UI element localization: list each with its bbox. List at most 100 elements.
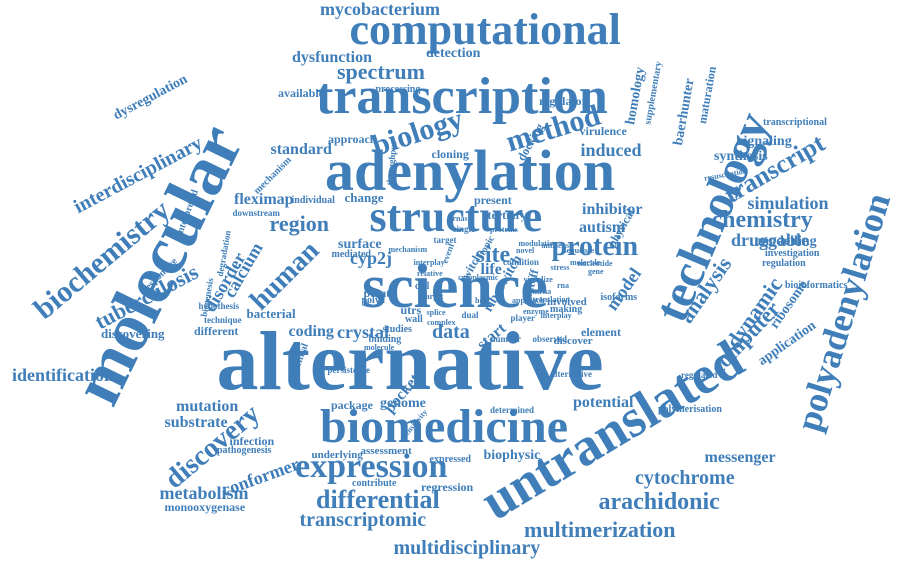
cloud-word-cell: cell (415, 281, 430, 292)
cloud-word-biophysic: biophysic (483, 448, 541, 463)
cloud-word-making: making (550, 304, 583, 315)
cloud-word-studies: studies (382, 324, 412, 335)
cloud-word-interplay: interplay (540, 311, 572, 320)
cloud-word-package: package (331, 398, 373, 412)
cloud-word-gene: gene (588, 267, 604, 276)
cloud-word-present: present (474, 193, 512, 207)
cloud-word-nucleotide: nucleotide (577, 259, 613, 268)
cloud-word-fleximap: fleximap (234, 191, 294, 208)
cloud-word-target: target (433, 234, 457, 245)
cloud-word-enzyme: enzyme (523, 307, 549, 316)
cloud-word-modelling: modelling (757, 234, 817, 249)
cloud-word-substrate: substrate (164, 414, 228, 431)
cloud-word-technique: technique (204, 314, 242, 325)
cloud-word-alternative: alternative (550, 368, 592, 379)
cloud-word-dual: dual (461, 309, 479, 320)
cloud-word-genome: genome (380, 396, 426, 411)
cloud-word-messenger: messenger (704, 449, 776, 466)
cloud-word-discovering: discovering (101, 325, 165, 341)
cloud-word-tertiary: tertiary (487, 208, 527, 222)
cloud-word-isoforms: isoforms (600, 292, 638, 303)
cloud-word-regulated: regulated (681, 369, 718, 380)
cloud-word-transcriptomic: transcriptomic (299, 509, 427, 531)
cloud-word-conformer: conformer (218, 453, 302, 501)
cloud-word-polymerisation: polymerisation (658, 404, 722, 415)
cloud-word-cytoplasmic: cytoplasmic (458, 273, 499, 282)
cloud-word-simulation: simulation (747, 193, 829, 213)
cloud-word-rnas: rnas (452, 214, 468, 223)
cloud-word-virulence: virulence (579, 124, 627, 138)
cloud-word-expressed: expressed (429, 454, 471, 465)
cloud-word-mechanism: mechanism (388, 245, 428, 254)
cloud-word-available: available (278, 86, 325, 100)
cloud-word-multidisciplinary: multidisciplinary (393, 537, 541, 559)
cloud-word-condition: condition (503, 256, 540, 267)
cloud-word-mediated: mediated (331, 249, 371, 260)
cloud-word-autism: autism (579, 219, 626, 236)
cloud-word-bioinformatics: bioinformatics (785, 280, 848, 291)
cloud-word-visualize: visualize (523, 275, 553, 284)
cloud-word-potential: potential (573, 394, 634, 411)
cloud-word-inhibitor: inhibitor (582, 201, 643, 218)
cloud-word-rna: rna (557, 281, 569, 290)
cloud-word-persistence: persistence (327, 364, 371, 375)
cloud-word-site: site (475, 242, 511, 268)
cloud-word-detection: detection (426, 46, 481, 61)
cloud-word-regulation: regulation (762, 258, 806, 269)
cloud-word-molecule: molecule (570, 258, 601, 267)
cloud-word-cloning: cloning (431, 147, 469, 161)
cloud-word-induced: induced (580, 140, 642, 160)
cloud-word-number: number (490, 333, 522, 344)
cloud-word-individual: individual (291, 195, 335, 206)
cloud-word-complex: complex (427, 318, 456, 327)
cloud-word-life: life (480, 261, 502, 278)
cloud-word-wall: wall (405, 314, 423, 325)
cloud-word-pathogenesis: pathogenesis (217, 445, 272, 456)
cloud-word-infection: infection (229, 434, 275, 448)
cloud-word-expression: expression (295, 448, 448, 485)
cloud-word-involved: involved (547, 295, 587, 308)
cloud-word-mycobacterium: mycobacterium (320, 0, 440, 19)
cloud-word-polya: polya (361, 295, 385, 306)
cloud-word-approach: approach (512, 296, 545, 305)
cloud-word-interplay: interplay (413, 258, 445, 267)
cloud-word-metabolism: metabolism (159, 483, 249, 503)
cloud-word-mrna: mrna (532, 287, 552, 296)
cloud-word-synthesis: synthesis (714, 149, 768, 164)
cloud-word-cyp2j: cyp2j (350, 248, 392, 268)
cloud-word-surface: surface (338, 237, 382, 252)
cloud-word-splice: splice (426, 308, 446, 317)
cloud-word-discover: discover (553, 334, 593, 347)
cloud-word-utrs: utrs (400, 303, 422, 317)
cloud-word-underlying: underlying (311, 448, 363, 461)
cloud-word-transcription: transcription (316, 68, 608, 125)
cloud-word-adenylation: adenylation (325, 138, 616, 203)
cloud-word-protein: protein (551, 231, 639, 262)
cloud-word-signaling: signaling (738, 134, 792, 149)
cloud-word-regulator: regulator (539, 94, 587, 108)
cloud-word-maturation: maturation (695, 65, 719, 125)
cloud-word-baerhunter: baerhunter (671, 77, 698, 147)
cloud-word-chemistry: chemistry (711, 207, 813, 233)
cloud-word-alternative: alternative (216, 315, 604, 408)
cloud-word-player: player (510, 312, 536, 323)
cloud-word-antisense: antisense (541, 241, 573, 250)
cloud-word-hypothesis: hypothesis (198, 300, 240, 311)
cloud-word-cytochrome: cytochrome (635, 467, 735, 489)
cloud-word-differential: differential (316, 485, 440, 514)
cloud-word-dysregulation: dysregulation (110, 71, 190, 124)
cloud-word-mutation: mutation (176, 398, 239, 415)
cloud-word-identification: identification (12, 365, 114, 385)
cloud-word-translation: translation (532, 295, 570, 304)
cloud-word-modulation: modulation (518, 239, 558, 248)
cloud-word-dysfunction: dysfunction (292, 49, 373, 66)
cloud-word-novel: novel (516, 246, 535, 255)
cloud-word-regression: regression (421, 480, 474, 494)
cloud-word-determined: determined (490, 404, 534, 415)
cloud-word-sequence: sequence (563, 246, 595, 255)
cloud-word-model: model (601, 264, 645, 314)
cloud-word-assessment: assessment (360, 444, 412, 457)
cloud-word-computational: computational (349, 5, 621, 54)
cloud-word-spectrum: spectrum (337, 59, 425, 84)
